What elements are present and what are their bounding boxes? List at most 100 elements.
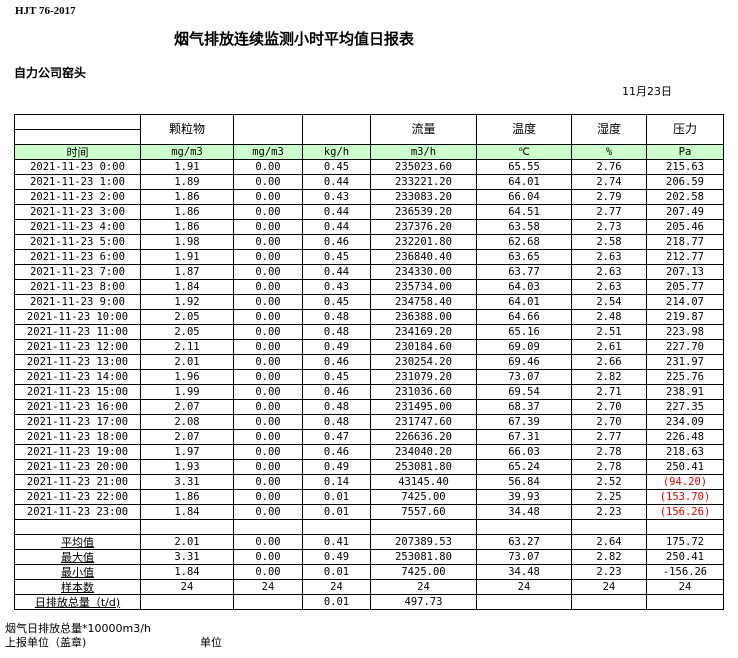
table-row: 2021-11-23 16:00 2.07 0.00 0.48 231495.00 68.… [14, 399, 724, 415]
value-cell: 0.47 [302, 429, 371, 445]
value-cell: 2.25 [571, 489, 647, 505]
value-cell: 0.46 [302, 354, 371, 370]
value-cell: 2.23 [571, 504, 647, 520]
value-cell: 0.49 [302, 339, 371, 355]
report-table: 颗粒物 流量 温度 湿度 压力 时间 mg/m3 mg/m3 kg/h m3/h… [14, 114, 724, 610]
value-cell: 2.73 [571, 219, 647, 235]
units-row: 时间 mg/m3 mg/m3 kg/h m3/h ℃ % Pa [14, 144, 724, 160]
value-cell: 218.77 [646, 234, 724, 250]
value-cell: 1.99 [140, 384, 234, 400]
value-cell: 0.00 [233, 534, 303, 550]
value-cell: 232201.80 [370, 234, 477, 250]
value-cell: 68.37 [476, 399, 572, 415]
value-cell: 218.63 [646, 444, 724, 460]
value-cell: 65.55 [476, 159, 572, 175]
time-cell: 2021-11-23 21:00 [14, 474, 141, 490]
value-cell: 202.58 [646, 189, 724, 205]
value-cell: 497.73 [370, 594, 477, 610]
time-cell: 2021-11-23 5:00 [14, 234, 141, 250]
table-row: 2021-11-23 15:00 1.99 0.00 0.46 231036.60 69.… [14, 384, 724, 400]
value-cell: 64.66 [476, 309, 572, 325]
time-cell: 2021-11-23 16:00 [14, 399, 141, 415]
table-row: 2021-11-23 4:00 1.86 0.00 0.44 237376.20 63.5… [14, 219, 724, 235]
value-cell: 0.00 [233, 444, 303, 460]
value-cell: 0.48 [302, 324, 371, 340]
value-cell: 3.31 [140, 549, 234, 565]
value-cell: 233083.20 [370, 189, 477, 205]
column-header: 颗粒物 [140, 114, 234, 145]
value-cell: 1.86 [140, 204, 234, 220]
summary-row: 最小值 1.84 0.00 0.01 7425.00 34.48 2.23 -156.26 [14, 564, 724, 580]
value-cell: 234330.00 [370, 264, 477, 280]
time-cell: 2021-11-23 9:00 [14, 294, 141, 310]
value-cell: 0.45 [302, 249, 371, 265]
value-cell: 233221.20 [370, 174, 477, 190]
value-cell: 24 [140, 579, 234, 595]
value-cell: 1.86 [140, 489, 234, 505]
unit-cell: ℃ [476, 144, 572, 160]
value-cell: 7557.60 [370, 504, 477, 520]
table-row: 2021-11-23 21:00 3.31 0.00 0.14 43145.40 56.8… [14, 474, 724, 490]
value-cell: 2.63 [571, 249, 647, 265]
value-cell: 225.76 [646, 369, 724, 385]
table-row: 2021-11-23 20:00 1.93 0.00 0.49 253081.80 65.… [14, 459, 724, 475]
value-cell: 0.48 [302, 399, 371, 415]
unit-cell: mg/m3 [140, 144, 234, 160]
value-cell: 67.39 [476, 414, 572, 430]
value-cell: 1.86 [140, 219, 234, 235]
value-cell: 0.00 [233, 294, 303, 310]
value-cell: 0.00 [233, 189, 303, 205]
column-header: 温度 [476, 114, 572, 145]
value-cell: 231495.00 [370, 399, 477, 415]
value-cell: 63.58 [476, 219, 572, 235]
time-cell: 2021-11-23 10:00 [14, 309, 141, 325]
value-cell: 0.46 [302, 234, 371, 250]
value-cell [571, 594, 647, 610]
value-cell: 2.66 [571, 354, 647, 370]
value-cell: 2.07 [140, 429, 234, 445]
value-cell: 0.46 [302, 444, 371, 460]
time-cell: 2021-11-23 22:00 [14, 489, 141, 505]
value-cell: 73.07 [476, 369, 572, 385]
value-cell: 250.41 [646, 549, 724, 565]
table-row: 2021-11-23 17:00 2.08 0.00 0.48 231747.60 67.… [14, 414, 724, 430]
time-cell: 2021-11-23 13:00 [14, 354, 141, 370]
value-cell: 2.76 [571, 159, 647, 175]
value-cell: 0.00 [233, 249, 303, 265]
value-cell: 0.00 [233, 174, 303, 190]
value-cell: 64.01 [476, 294, 572, 310]
value-cell: 234.09 [646, 414, 724, 430]
table-row: 2021-11-23 6:00 1.91 0.00 0.45 236840.40 63.6… [14, 249, 724, 265]
value-cell: 2.71 [571, 384, 647, 400]
value-cell: 2.70 [571, 399, 647, 415]
summary-row: 样本数 24 24 24 24 24 24 24 [14, 579, 724, 595]
value-cell: 2.01 [140, 534, 234, 550]
value-cell: 69.09 [476, 339, 572, 355]
value-cell: 0.49 [302, 459, 371, 475]
table-row: 2021-11-23 10:00 2.05 0.00 0.48 236388.00 64.… [14, 309, 724, 325]
value-cell: 2.54 [571, 294, 647, 310]
value-cell: 1.98 [140, 234, 234, 250]
column-header [302, 114, 371, 145]
table-row: 2021-11-23 11:00 2.05 0.00 0.48 234169.20 65.… [14, 324, 724, 340]
value-cell [140, 594, 234, 610]
value-cell: 0.00 [233, 549, 303, 565]
summary-label: 最大值 [14, 549, 141, 565]
value-cell: 212.77 [646, 249, 724, 265]
value-cell: 0.00 [233, 384, 303, 400]
footer-unit: 单位 [200, 636, 222, 649]
value-cell: 227.70 [646, 339, 724, 355]
value-cell [571, 519, 647, 535]
value-cell: 1.87 [140, 264, 234, 280]
value-cell [646, 594, 724, 610]
footer-note: 烟气日排放总量*10000m3/h [5, 622, 151, 635]
table-row: 2021-11-23 12:00 2.11 0.00 0.49 230184.60 69.… [14, 339, 724, 355]
time-cell: 2021-11-23 18:00 [14, 429, 141, 445]
value-cell: 2.51 [571, 324, 647, 340]
company-name: 自力公司窑头 [14, 66, 87, 80]
value-cell: 0.00 [233, 279, 303, 295]
value-cell: 0.44 [302, 204, 371, 220]
value-cell: 214.07 [646, 294, 724, 310]
value-cell: 2.52 [571, 474, 647, 490]
value-cell [233, 594, 303, 610]
